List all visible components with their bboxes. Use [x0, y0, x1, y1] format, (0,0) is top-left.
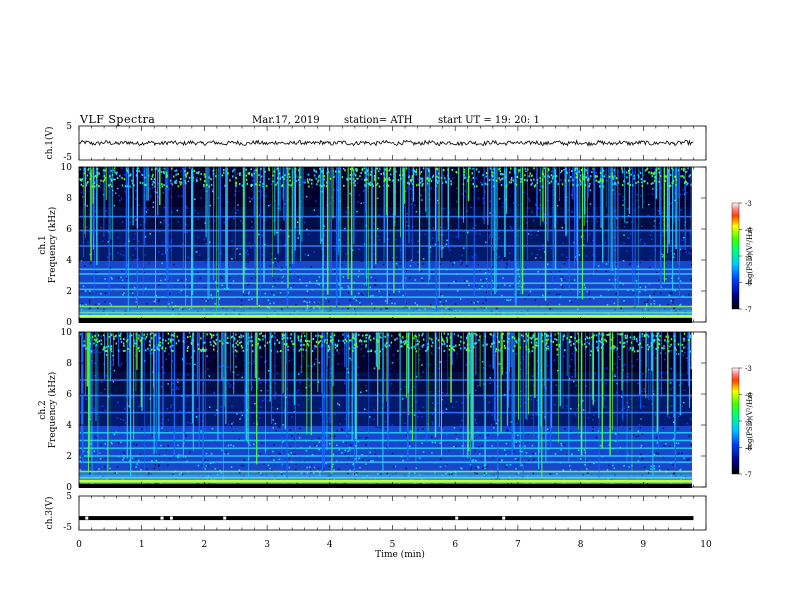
colorbar-tick-label: -4 [745, 227, 752, 235]
time-tick-label: 10 [700, 540, 712, 550]
ch3-gap [223, 516, 227, 520]
time-tick-label: 2 [202, 540, 208, 550]
ch3-gap [85, 516, 89, 520]
ch1-spec-yticks: 0 2 4 6 8 10 [61, 163, 706, 328]
ch1-waveform-line [78, 139, 694, 147]
time-tick-label: 0 [76, 540, 82, 550]
time-tick-label: 4 [327, 540, 333, 550]
ch3-gap [169, 516, 173, 520]
ch3-panel: 5 -5 ch.3(V) 0 1 2 3 4 5 6 7 8 9 10 Time (min) [44, 492, 712, 560]
freq-tick-label: 6 [66, 225, 72, 235]
ch1-spec-floor [79, 318, 692, 323]
colorbar-tick-label: -4 [745, 392, 752, 400]
ch1-spec-ylabel-channel: ch.1 [38, 235, 48, 254]
time-tick-label: 8 [578, 540, 584, 550]
freq-tick-label: 0 [66, 483, 72, 493]
ch2-spec-xticks [78, 332, 707, 487]
time-tick-label: 6 [452, 540, 458, 550]
ch1-colorbar-ticks: -3 -4 -5 -6 -7 [739, 200, 752, 314]
time-axis-tick-labels: 0 1 2 3 4 5 6 7 8 9 10 [76, 540, 712, 550]
ch1-colorbar [731, 202, 740, 310]
ch2-spec-ylabel: Frequency (kHz) [47, 372, 58, 449]
time-axis-label: Time (min) [375, 549, 425, 560]
colorbar-tick-label: -5 [745, 253, 752, 261]
colorbar-tick-label: -6 [745, 280, 752, 288]
station-label: station= ATH [344, 115, 413, 126]
ch3-frame [78, 495, 707, 531]
freq-tick-label: 4 [66, 256, 72, 266]
colorbar-tick-label: -6 [745, 445, 752, 453]
ch1-waveform-panel: 5 -5 ch.1(V) [44, 122, 707, 163]
ch3-gap [160, 516, 164, 520]
freq-tick-label: 6 [66, 390, 72, 400]
ch3-trace [79, 516, 694, 521]
freq-tick-label: 0 [66, 318, 72, 328]
time-tick-label: 3 [264, 540, 270, 550]
freq-tick-label: 2 [66, 452, 72, 462]
time-tick-label: 7 [515, 540, 521, 550]
ch3-signal-line [79, 516, 694, 521]
colorbar-tick-label: -3 [745, 200, 752, 208]
ch3-ytick-top: 5 [66, 492, 72, 502]
ch3-gap [502, 516, 506, 520]
date-label: Mar.17, 2019 [252, 115, 320, 126]
colorbar-tick-label: -7 [745, 471, 752, 479]
colorbar-tick-label: -3 [745, 365, 752, 373]
ch2-colorbar [731, 367, 740, 475]
time-tick-label: 1 [139, 540, 145, 550]
colorbar-tick-label: -5 [745, 418, 752, 426]
ch2-spec-floor [79, 484, 692, 488]
ch2-spec-yticks: 0 2 4 6 8 10 [61, 328, 706, 493]
ch1-ytick-top: 5 [66, 122, 72, 132]
ch3-xticks [78, 496, 707, 530]
freq-tick-label: 4 [66, 421, 72, 431]
figure-title: VLF Spectra [80, 113, 156, 126]
ch1-spectrogram [79, 167, 692, 322]
ch3-ylabel: ch.3(V) [44, 497, 55, 530]
colorbar-tick-label: -7 [745, 306, 752, 314]
freq-tick-label: 8 [66, 194, 72, 204]
ch3-ytick-bottom: -5 [63, 523, 72, 533]
ch1-ylabel: ch.1(V) [44, 127, 55, 160]
freq-tick-label: 10 [61, 328, 73, 338]
freq-tick-label: 10 [61, 163, 73, 173]
ch1-ytick-bottom: -5 [63, 153, 72, 163]
start-time-label: start UT = 19: 20: 1 [438, 115, 540, 126]
ch1-spec-ylabel: Frequency (kHz) [47, 207, 58, 284]
freq-tick-label: 8 [66, 359, 72, 369]
ch1-colorbar-label: log(PSD)(V²/Hz) [746, 227, 754, 284]
time-tick-label: 9 [640, 540, 646, 550]
ch1-spec-xticks [78, 167, 707, 322]
ch3-gap [455, 516, 459, 520]
ch2-colorbar-ticks: -3 -4 -5 -6 -7 [739, 365, 752, 479]
time-tick-label: 5 [390, 540, 396, 550]
ch2-spec-ylabel-channel: ch.2 [38, 400, 48, 419]
ch2-colorbar-label: log(PSD)(V²/Hz) [746, 392, 754, 449]
freq-tick-label: 2 [66, 287, 72, 297]
ch2-spectrogram [79, 332, 692, 487]
ch1-xticks [78, 126, 707, 160]
